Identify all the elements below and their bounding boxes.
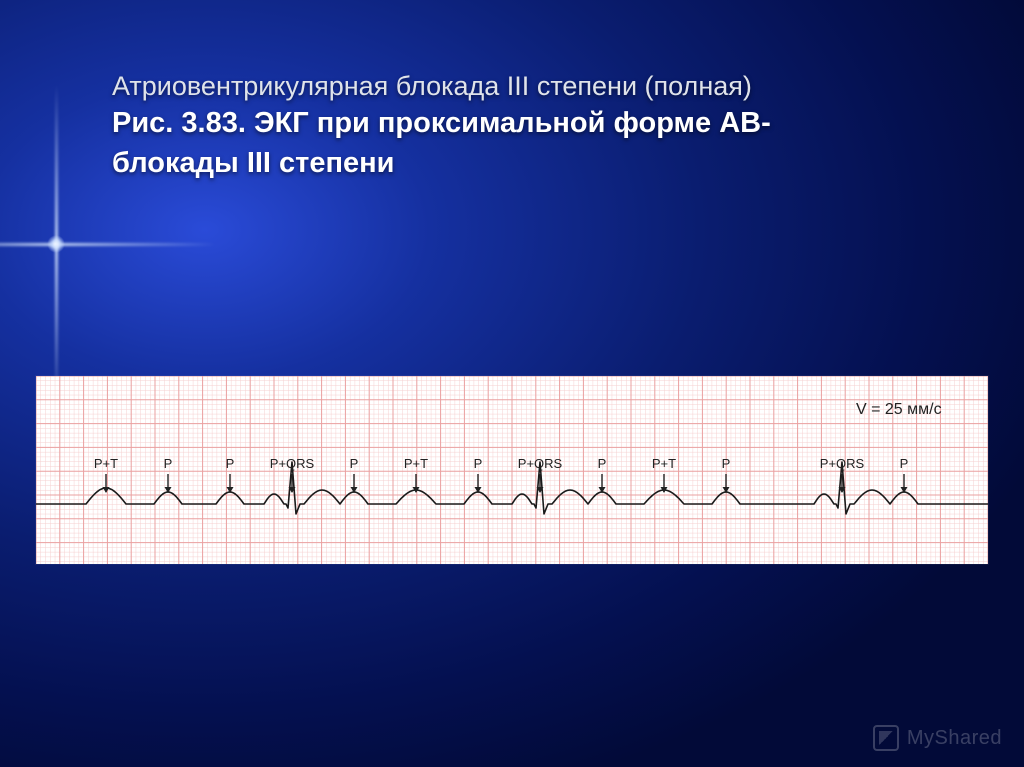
svg-text:P+QRS: P+QRS xyxy=(518,456,563,471)
watermark-icon xyxy=(873,725,899,751)
slide-title-line1: Рис. 3.83. ЭКГ при проксимальной форме А… xyxy=(112,104,954,143)
svg-text:P+QRS: P+QRS xyxy=(270,456,315,471)
svg-text:V = 25 мм/c: V = 25 мм/c xyxy=(856,401,942,418)
svg-text:P: P xyxy=(722,456,731,471)
watermark: MyShared xyxy=(873,725,1002,751)
svg-text:P: P xyxy=(350,456,359,471)
ecg-strip: P+T P P P+QRS P P+T P P+QRS P P+T P P+QRS P V = 25 мм… xyxy=(36,376,988,564)
ecg-svg: P+T P P P+QRS P P+T P P+QRS P P+T P P+QRS P V = 25 мм… xyxy=(36,376,988,564)
svg-text:P: P xyxy=(598,456,607,471)
svg-text:P: P xyxy=(900,456,909,471)
slide-title-line2: блокады III степени xyxy=(112,144,954,183)
svg-text:P+T: P+T xyxy=(94,456,118,471)
watermark-text: MyShared xyxy=(907,727,1002,750)
svg-text:P: P xyxy=(474,456,483,471)
svg-text:P+QRS: P+QRS xyxy=(820,456,865,471)
slide-subtitle: Атриовентрикулярная блокада III степени … xyxy=(112,68,954,104)
svg-text:P+T: P+T xyxy=(404,456,428,471)
svg-text:P: P xyxy=(164,456,173,471)
slide-title-block: Атриовентрикулярная блокада III степени … xyxy=(112,68,954,183)
svg-text:P: P xyxy=(226,456,235,471)
svg-text:P+T: P+T xyxy=(652,456,676,471)
